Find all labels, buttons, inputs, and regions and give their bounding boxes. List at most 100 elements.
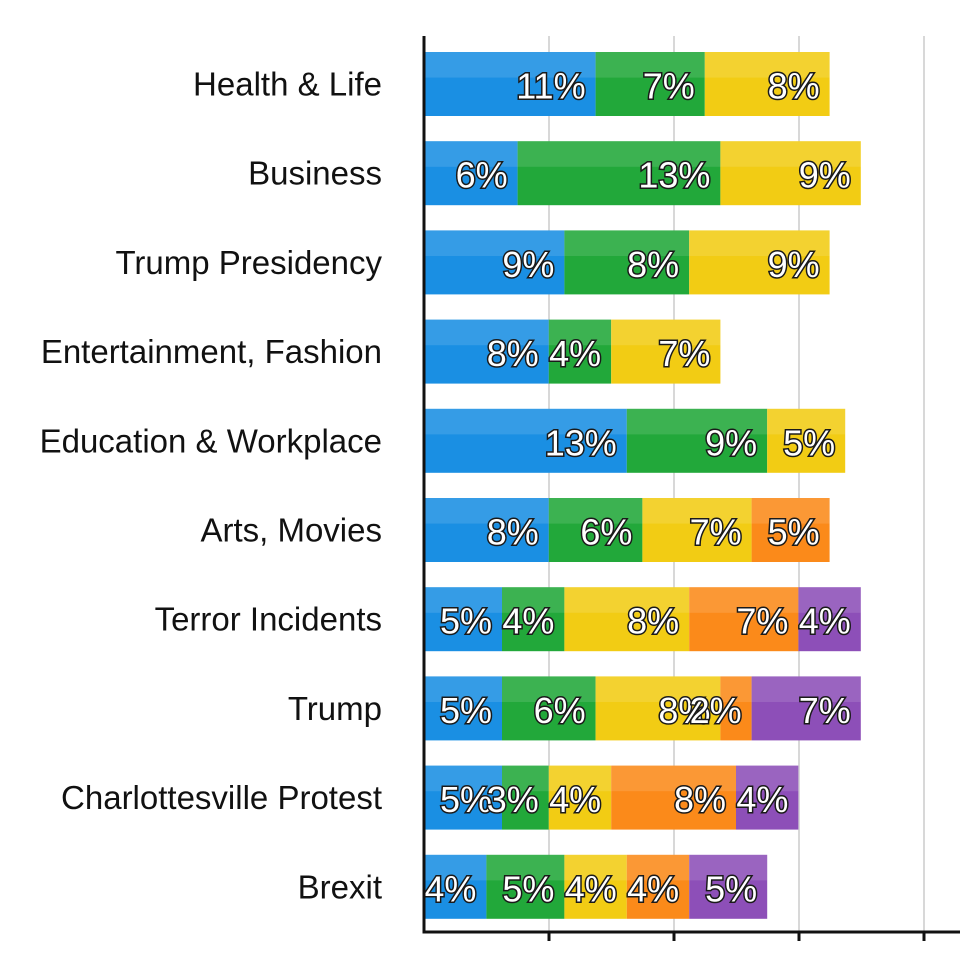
bar-segment-highlight bbox=[704, 52, 830, 78]
category-label: Trump Presidency bbox=[115, 244, 382, 281]
bar-segment-highlight bbox=[502, 765, 549, 792]
bar-segment bbox=[424, 141, 518, 206]
bar-segment-highlight bbox=[424, 854, 487, 881]
data-label: 8% bbox=[658, 690, 710, 731]
data-label: 5% bbox=[705, 868, 757, 909]
data-label: 4% bbox=[565, 868, 617, 909]
bar-segment-highlight bbox=[595, 676, 721, 702]
category-label: Terror Incidents bbox=[155, 601, 382, 638]
data-label: 9% bbox=[768, 244, 820, 285]
bar-segment-highlight bbox=[424, 676, 502, 702]
bar-segment bbox=[517, 141, 721, 206]
bar-segment bbox=[424, 498, 549, 562]
bar-segment-highlight bbox=[424, 52, 596, 78]
bar-segment bbox=[424, 676, 502, 741]
bar-segment bbox=[767, 408, 846, 473]
bar-segment bbox=[704, 52, 830, 116]
bar-segment bbox=[595, 676, 721, 741]
bar-segment bbox=[611, 319, 721, 384]
bar-segment bbox=[564, 587, 690, 652]
bar-segment-highlight bbox=[502, 676, 596, 702]
bar-segment bbox=[689, 854, 768, 919]
data-label: 9% bbox=[799, 155, 851, 196]
bar-segment-highlight bbox=[424, 230, 565, 256]
category-label: Brexit bbox=[298, 868, 382, 905]
data-label: 4% bbox=[799, 601, 851, 642]
data-label: 7% bbox=[799, 690, 851, 731]
bar-segment bbox=[642, 498, 752, 562]
data-label: 5% bbox=[502, 868, 554, 909]
axes bbox=[422, 36, 960, 941]
data-label: 7% bbox=[643, 66, 695, 107]
category-label: Health & Life bbox=[193, 66, 382, 103]
bar-segment-highlight bbox=[548, 319, 612, 346]
data-label: 6% bbox=[534, 690, 586, 731]
bar-segment-highlight bbox=[720, 141, 861, 167]
data-label: 11% bbox=[516, 66, 585, 107]
bar-segment bbox=[502, 676, 596, 741]
bar-segment-highlight bbox=[564, 854, 627, 881]
bar-segment bbox=[424, 587, 502, 652]
data-label: 7% bbox=[736, 601, 788, 642]
data-label: 4% bbox=[549, 333, 601, 374]
data-label: 9% bbox=[705, 422, 757, 463]
bar-segment-highlight bbox=[642, 498, 752, 524]
bar-segment-highlight bbox=[548, 765, 612, 792]
category-label: Entertainment, Fashion bbox=[41, 333, 382, 370]
bar-segment bbox=[689, 230, 830, 295]
bar-segment-highlight bbox=[736, 765, 799, 792]
bar-segment-highlight bbox=[564, 230, 690, 256]
data-label: 8% bbox=[487, 333, 539, 374]
bar-segment-highlight bbox=[424, 587, 502, 613]
bar-segment bbox=[736, 765, 799, 830]
data-label: 4% bbox=[736, 779, 788, 820]
bar-segment-highlight bbox=[517, 141, 721, 167]
bar-segment-highlight bbox=[689, 854, 768, 881]
bars: 11% 7% 8%6% 13% 9%9% 8% 9%8% 4% 7%13% 9% 5%8% 6% 7% 5… bbox=[423, 52, 861, 919]
bar-segment bbox=[424, 408, 627, 473]
bar-segment bbox=[424, 765, 502, 830]
bar-segment-highlight bbox=[626, 408, 768, 435]
bar-segment-highlight bbox=[751, 676, 861, 702]
bar-segment-highlight bbox=[595, 52, 705, 78]
bar-segment-highlight bbox=[720, 676, 752, 702]
bar-segment-highlight bbox=[424, 141, 518, 167]
data-label: 4% bbox=[502, 601, 554, 642]
bar-segment bbox=[720, 676, 752, 741]
bar-segment-highlight bbox=[424, 765, 502, 792]
bar-segment-highlight bbox=[548, 498, 643, 524]
bar-segment bbox=[502, 587, 565, 652]
category-label: Trump bbox=[288, 690, 382, 727]
data-label: 7% bbox=[690, 512, 742, 553]
bar-segment bbox=[424, 52, 596, 116]
bar-segment-highlight bbox=[689, 587, 799, 613]
data-label: 4% bbox=[627, 868, 679, 909]
data-label: 6% bbox=[456, 155, 508, 196]
bar-segment-highlight bbox=[564, 587, 690, 613]
bar-segment bbox=[751, 498, 830, 562]
category-label: Arts, Movies bbox=[200, 512, 382, 549]
bar-segment bbox=[548, 319, 612, 384]
data-label: 4% bbox=[424, 868, 476, 909]
bar-segment-highlight bbox=[611, 765, 736, 792]
data-label: 9% bbox=[502, 244, 554, 285]
bar-segment-highlight bbox=[424, 319, 549, 346]
data-label: 5% bbox=[440, 779, 492, 820]
category-labels: Health & Life Business Trump Presidency Ent… bbox=[40, 66, 383, 906]
bar-segment bbox=[751, 676, 861, 741]
data-label: 5% bbox=[440, 601, 492, 642]
bar-segment bbox=[720, 141, 861, 206]
bar-segment bbox=[564, 230, 690, 295]
bar-segment bbox=[548, 498, 643, 562]
bar-segment-highlight bbox=[424, 498, 549, 524]
category-label: Education & Workplace bbox=[40, 422, 382, 459]
data-label: 4% bbox=[549, 779, 601, 820]
data-label: 8% bbox=[627, 244, 679, 285]
bar-segment-highlight bbox=[611, 319, 721, 346]
bar-segment bbox=[798, 587, 861, 652]
bar-segment bbox=[424, 854, 487, 919]
bar-segment-highlight bbox=[689, 230, 830, 256]
bar-segment bbox=[486, 854, 565, 919]
data-label: 8% bbox=[674, 779, 726, 820]
